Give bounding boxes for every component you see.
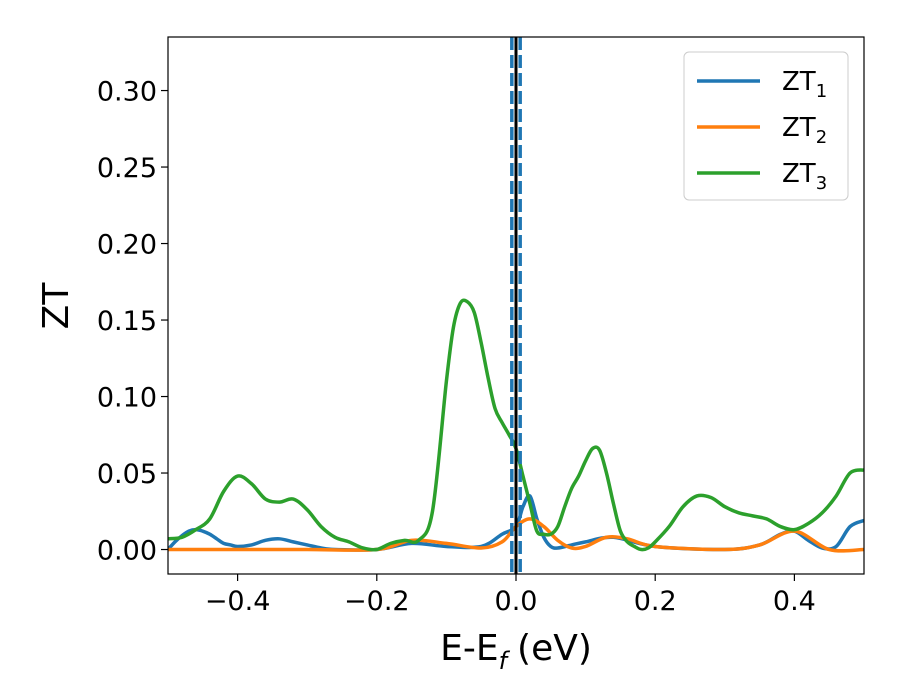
x-tick-label: 0.2	[634, 586, 677, 617]
y-tick-label: 0.10	[97, 383, 157, 414]
y-tick-label: 0.30	[97, 77, 157, 108]
x-axis-label-main: E-E	[440, 628, 498, 669]
x-tick-label: 0.4	[773, 586, 816, 617]
y-tick-label: 0.15	[97, 306, 157, 337]
legend-box	[683, 51, 849, 201]
y-axis-ticks: 0.00 0.05 0.10 0.15 0.20 0.25 0.30	[97, 77, 168, 567]
legend-label-zt1: ZT1	[782, 67, 827, 102]
series-line-zt2	[168, 517, 864, 553]
x-axis-ticks: −0.4 −0.2 0.0 0.2 0.4	[205, 574, 816, 617]
y-axis-label: ZT	[36, 282, 77, 330]
series-line-zt3	[168, 298, 864, 552]
y-tick-label: 0.25	[97, 153, 157, 184]
legend-label-zt3: ZT3	[782, 159, 827, 194]
x-tick-label: 0.0	[495, 586, 538, 617]
plot-frame	[167, 36, 865, 575]
x-axis-label-unit: (eV)	[517, 628, 592, 669]
x-tick-label: −0.4	[205, 586, 271, 617]
series-layer	[168, 298, 864, 553]
x-tick-label: −0.2	[344, 586, 410, 617]
y-tick-label: 0.00	[97, 536, 157, 567]
y-tick-label: 0.20	[97, 230, 157, 261]
legend-label-zt2: ZT2	[782, 113, 827, 148]
vertical-lines-layer	[510, 37, 522, 574]
legend: ZT1 ZT2 ZT3	[683, 51, 849, 201]
y-tick-label: 0.05	[97, 459, 157, 490]
